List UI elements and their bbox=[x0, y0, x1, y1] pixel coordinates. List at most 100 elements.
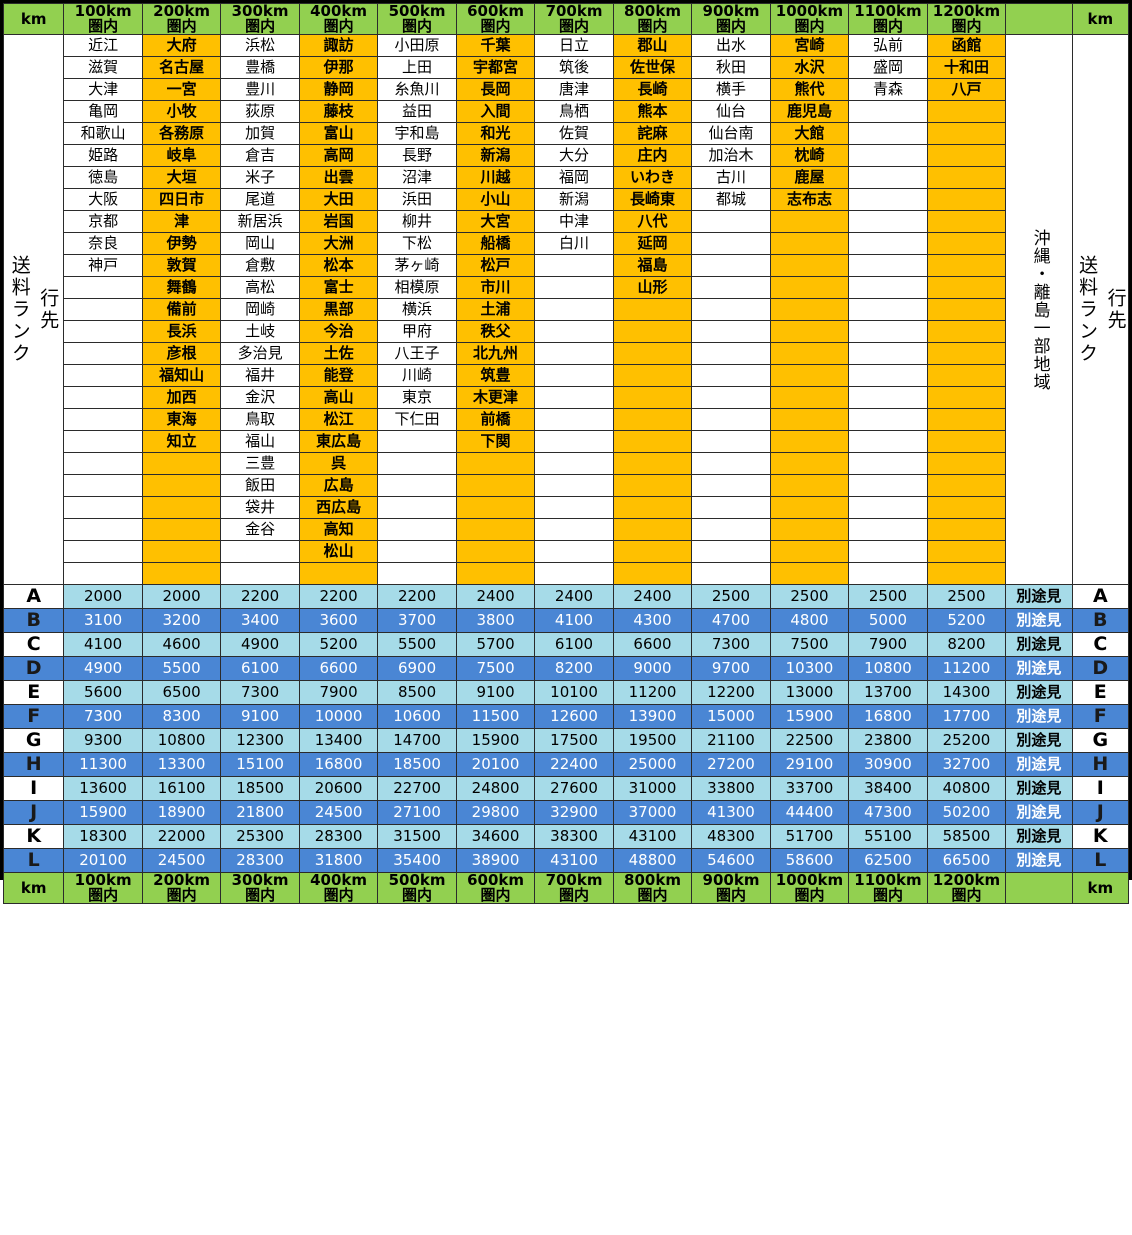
footer-distance-top-5: 500km bbox=[388, 872, 446, 889]
city-cell bbox=[769, 496, 850, 519]
city-cell: 各務原 bbox=[141, 122, 222, 145]
city-cell bbox=[926, 320, 1007, 343]
city-cell bbox=[691, 474, 771, 497]
city-cell: 近江 bbox=[63, 34, 143, 57]
footer-remote-blank bbox=[1005, 872, 1073, 904]
price-cell: 15100 bbox=[220, 752, 300, 777]
city-cell bbox=[926, 364, 1007, 387]
city-cell bbox=[691, 518, 771, 541]
city-cell: 水沢 bbox=[769, 56, 850, 79]
city-cell bbox=[926, 144, 1007, 167]
city-cell bbox=[534, 254, 614, 277]
city-row: 長浜 土岐 今治 甲府 秩父 bbox=[4, 320, 1129, 343]
price-cell: 22700 bbox=[377, 776, 457, 801]
header-distance-5: 500km 圏内 bbox=[377, 3, 457, 35]
price-cell: 27200 bbox=[691, 752, 771, 777]
city-cell bbox=[769, 430, 850, 453]
city-cell bbox=[691, 210, 771, 233]
city-cell bbox=[377, 562, 457, 585]
city-cell: 岐阜 bbox=[141, 144, 222, 167]
price-cell: 3400 bbox=[220, 608, 300, 633]
city-cell bbox=[612, 298, 693, 321]
city-cell: 浜田 bbox=[377, 188, 457, 211]
city-cell bbox=[534, 298, 614, 321]
footer-distance-bottom-11: 圏内 bbox=[872, 886, 903, 904]
rank-label-right-L: L bbox=[1071, 848, 1130, 873]
remote-quote-cell: 別途見 bbox=[1005, 776, 1073, 801]
city-cell: 土岐 bbox=[220, 320, 300, 343]
city-cell bbox=[63, 320, 143, 343]
header-distance-bottom-5: 圏内 bbox=[402, 17, 433, 35]
footer-distance-bottom-6: 圏内 bbox=[480, 886, 511, 904]
price-cell: 20100 bbox=[455, 752, 536, 777]
city-cell bbox=[220, 540, 300, 563]
city-cell: 東広島 bbox=[298, 430, 379, 453]
city-cell bbox=[691, 562, 771, 585]
price-cell: 28300 bbox=[298, 824, 379, 849]
city-cell: 八戸 bbox=[926, 78, 1007, 101]
price-cell: 5200 bbox=[298, 632, 379, 657]
price-cell: 29100 bbox=[769, 752, 850, 777]
price-cell: 10800 bbox=[141, 728, 222, 753]
city-cell: 新潟 bbox=[455, 144, 536, 167]
city-cell: 大阪 bbox=[63, 188, 143, 211]
footer-distance-9: 900km 圏内 bbox=[691, 872, 771, 904]
city-cell: 岡崎 bbox=[220, 298, 300, 321]
city-cell bbox=[220, 562, 300, 585]
city-cell: 飯田 bbox=[220, 474, 300, 497]
city-row: 東海 鳥取 松江 下仁田 前橋 bbox=[4, 408, 1129, 431]
city-cell: 木更津 bbox=[455, 386, 536, 409]
city-cell: 備前 bbox=[141, 298, 222, 321]
city-cell bbox=[612, 452, 693, 475]
city-cell: 長崎 bbox=[612, 78, 693, 101]
city-cell bbox=[848, 408, 928, 431]
city-cell bbox=[63, 562, 143, 585]
city-cell: 下仁田 bbox=[377, 408, 457, 431]
side-label-left: 行先 送料ランク bbox=[2, 34, 65, 585]
price-cell: 2400 bbox=[455, 584, 536, 609]
header-distance-top-2: 200km bbox=[153, 3, 211, 20]
header-distance-2: 200km 圏内 bbox=[141, 3, 222, 35]
price-cell: 4100 bbox=[63, 632, 143, 657]
city-row: 亀岡 小牧 荻原 藤枝 益田 入間 鳥栖 熊本 仙台 鹿児島 bbox=[4, 100, 1129, 123]
city-cell bbox=[926, 408, 1007, 431]
city-cell bbox=[377, 430, 457, 453]
city-cell: 糸魚川 bbox=[377, 78, 457, 101]
city-cell: 一宮 bbox=[141, 78, 222, 101]
price-cell: 30900 bbox=[848, 752, 928, 777]
city-cell bbox=[926, 540, 1007, 563]
city-cell bbox=[848, 518, 928, 541]
header-distance-8: 800km 圏内 bbox=[612, 3, 693, 35]
header-distance-top-5: 500km bbox=[388, 3, 446, 20]
price-cell: 32700 bbox=[926, 752, 1007, 777]
city-row: 知立 福山 東広島 下関 bbox=[4, 430, 1129, 453]
rank-label-left-F: F bbox=[2, 704, 65, 729]
price-cell: 2500 bbox=[848, 584, 928, 609]
price-cell: 37000 bbox=[612, 800, 693, 825]
city-cell bbox=[769, 254, 850, 277]
footer-distance-3: 300km 圏内 bbox=[220, 872, 300, 904]
price-cell: 24500 bbox=[141, 848, 222, 873]
header-distance-bottom-6: 圏内 bbox=[480, 17, 511, 35]
header-distance-bottom-2: 圏内 bbox=[166, 17, 197, 35]
city-cell: いわき bbox=[612, 166, 693, 189]
city-cell bbox=[612, 496, 693, 519]
city-cell bbox=[612, 474, 693, 497]
price-cell: 17500 bbox=[534, 728, 614, 753]
city-cell bbox=[612, 408, 693, 431]
city-cell bbox=[769, 408, 850, 431]
price-cell: 38300 bbox=[534, 824, 614, 849]
city-cell bbox=[848, 386, 928, 409]
city-cell bbox=[691, 430, 771, 453]
city-cell: 山形 bbox=[612, 276, 693, 299]
city-cell bbox=[769, 276, 850, 299]
price-cell: 10300 bbox=[769, 656, 850, 681]
price-cell: 11300 bbox=[63, 752, 143, 777]
city-cell: 高知 bbox=[298, 518, 379, 541]
city-cell bbox=[848, 276, 928, 299]
price-cell: 2000 bbox=[141, 584, 222, 609]
rank-label-right-F: F bbox=[1071, 704, 1130, 729]
price-cell: 25300 bbox=[220, 824, 300, 849]
city-cell: 松戸 bbox=[455, 254, 536, 277]
city-cell bbox=[926, 188, 1007, 211]
